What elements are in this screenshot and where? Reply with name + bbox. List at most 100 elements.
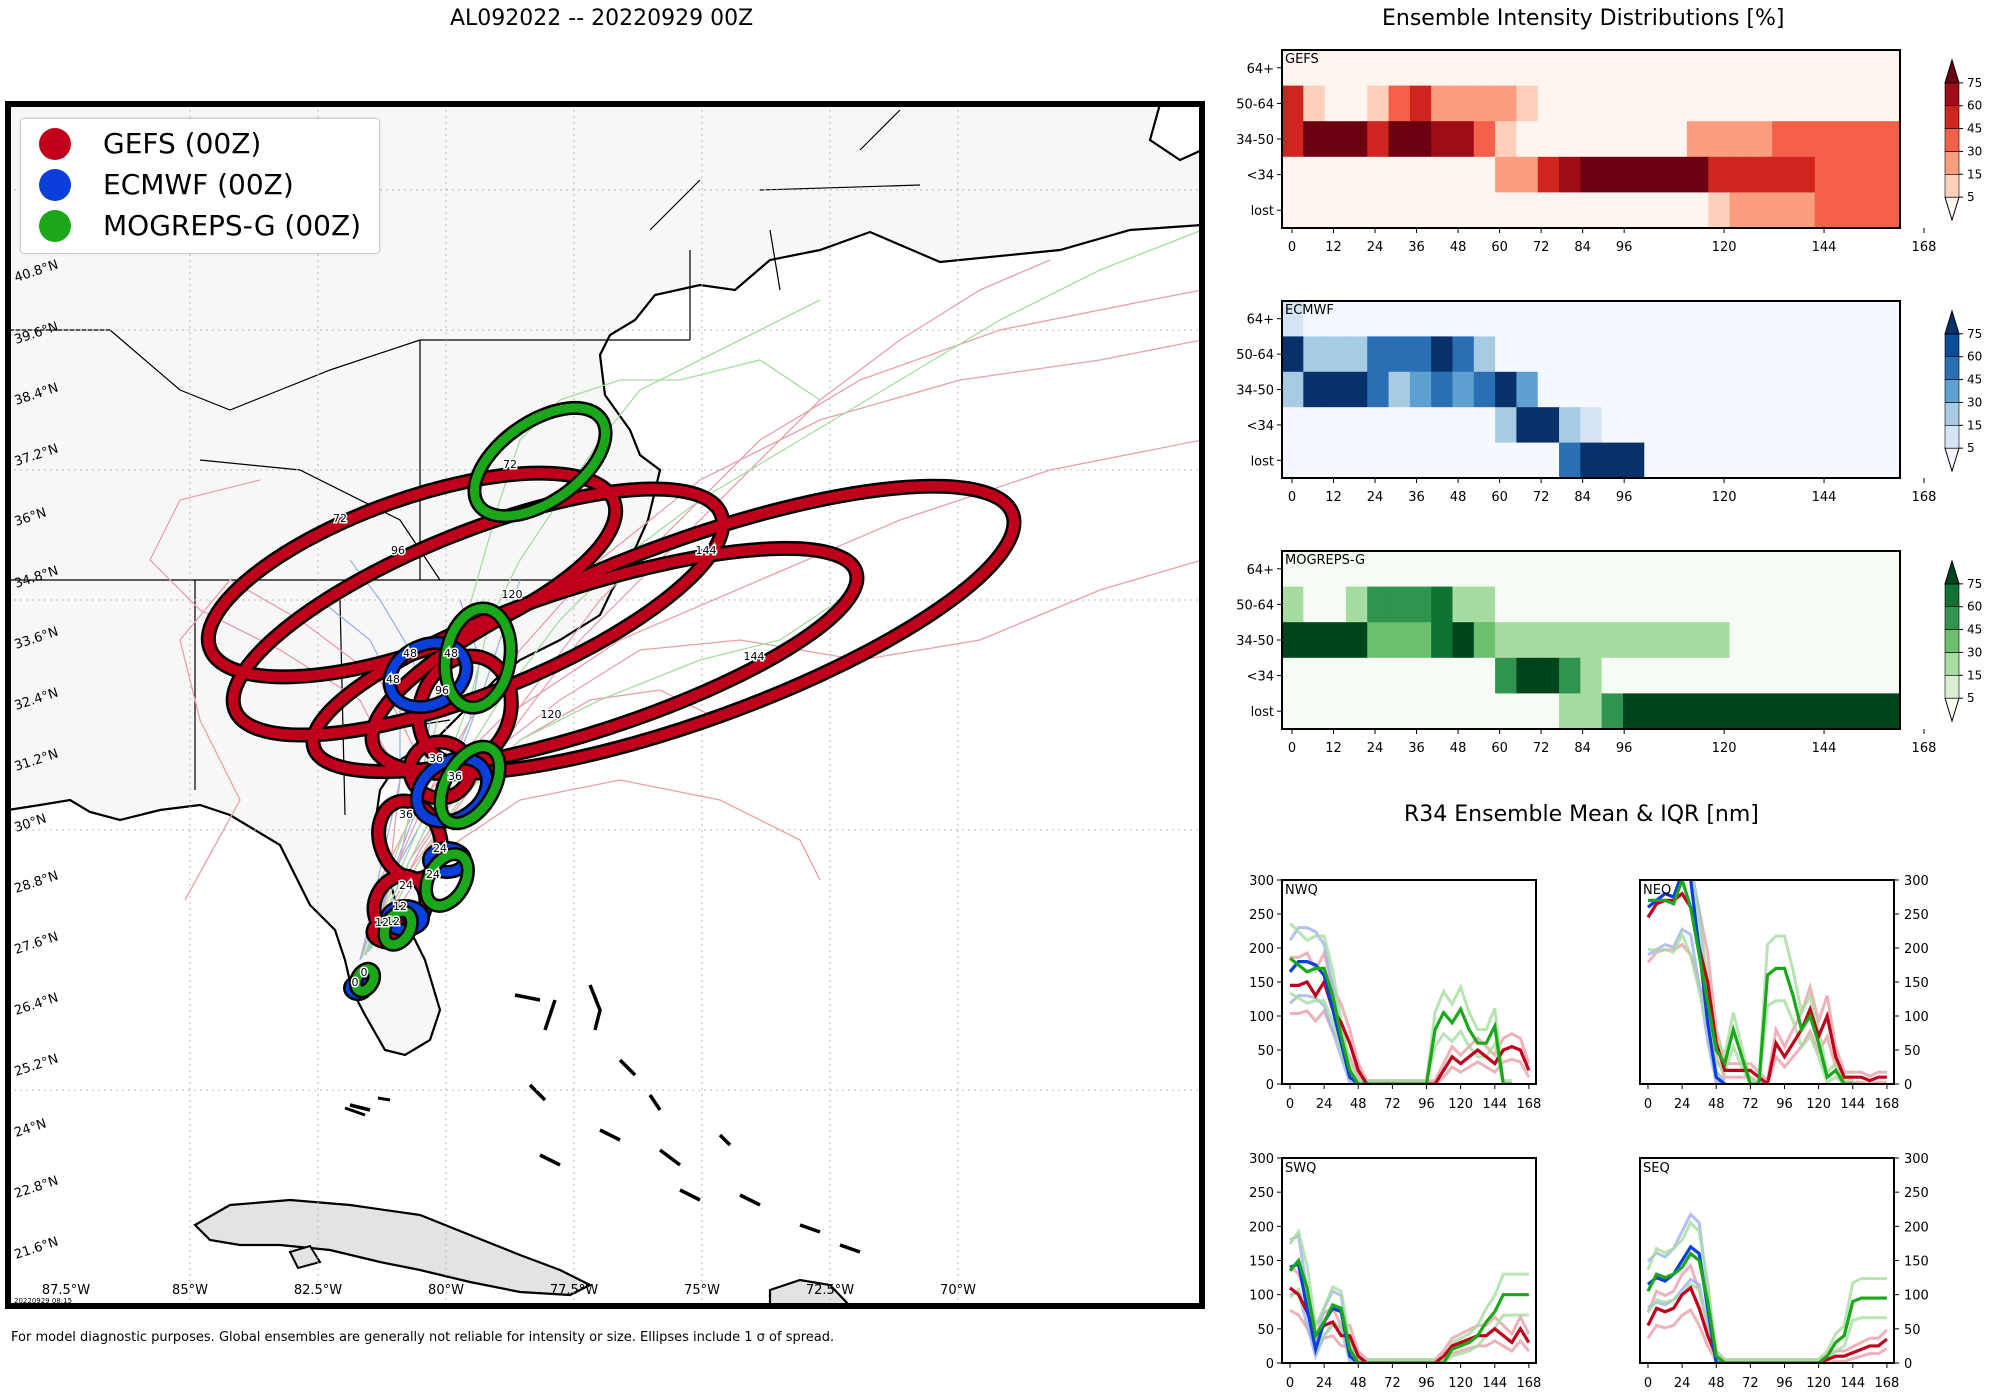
heatmap-cell (1857, 407, 1880, 444)
heatmap-x-label: 84 (1574, 490, 1591, 505)
colorbar-segment (1944, 606, 1960, 630)
heatmap-cell (1708, 156, 1731, 193)
heatmap-cell (1580, 371, 1603, 408)
heatmap-cell (1409, 50, 1432, 87)
heatmap-cell (1303, 301, 1326, 337)
y-tick-label: 300 (1904, 1152, 1929, 1167)
diagnostic-caption: For model diagnostic purposes. Global en… (11, 1330, 835, 1345)
x-tick-label: 48 (1350, 1097, 1367, 1112)
heatmap-cell (1345, 586, 1368, 623)
colorbar-segment (1944, 151, 1960, 175)
heatmap-cell (1878, 121, 1901, 158)
heatmap-cell (1665, 442, 1688, 479)
heatmap-cell (1750, 407, 1773, 444)
track-map: 72 96 120 144 144 120 72 48 48 96 48 36 … (5, 101, 1205, 1309)
heatmap-row-label: 50-64 (1236, 348, 1274, 363)
ellipse-label: 120 (541, 708, 562, 721)
heatmap-x-label: 0 (1288, 240, 1296, 255)
heatmap-cell (1559, 121, 1581, 158)
colorbar-segment (1944, 82, 1960, 107)
series-iqr-lower (1646, 1307, 1888, 1363)
heatmap-cell (1665, 693, 1688, 730)
ecmwf-marker-icon (39, 168, 71, 201)
x-tick-label: 0 (1644, 1376, 1652, 1391)
heatmap-cell (1282, 586, 1304, 623)
heatmap-cell (1729, 693, 1752, 730)
ellipse-label: 36 (429, 752, 443, 765)
heatmap-x-label: 12 (1325, 741, 1342, 756)
heatmap-cell (1282, 407, 1304, 444)
heatmap-cell (1644, 551, 1667, 588)
heatmap-x-label: 120 (1712, 741, 1737, 756)
heatmap-cell (1644, 371, 1667, 408)
y-tick-label: 200 (1249, 1220, 1274, 1235)
x-tick-label: 144 (1840, 1376, 1865, 1391)
heatmap-cell (1857, 121, 1880, 158)
heatmap-cell (1345, 551, 1368, 588)
heatmap-cell (1367, 50, 1390, 87)
heatmap-cell (1601, 121, 1624, 158)
heatmap-row-label: <34 (1247, 169, 1274, 184)
heatmap-cell (1772, 156, 1794, 193)
y-tick-label: 50 (1904, 1323, 1921, 1338)
heatmap-cell (1857, 156, 1880, 193)
heatmap-cell (1622, 121, 1645, 158)
heatmap-x-label: 144 (1812, 490, 1837, 505)
x-tick-label: 72 (1384, 1097, 1401, 1112)
heatmap-x-label: 60 (1491, 490, 1508, 505)
heatmap-x-label: 0 (1288, 490, 1296, 505)
heatmap-cell (1708, 693, 1731, 730)
heatmap-cell (1495, 407, 1517, 444)
x-tick-label: 24 (1316, 1097, 1333, 1112)
heatmap-x-label: 24 (1367, 240, 1384, 255)
heatmap-cell (1750, 371, 1773, 408)
heatmap-cell (1814, 301, 1837, 337)
chart-series-group (1646, 1211, 1888, 1363)
heatmap-cell (1857, 551, 1880, 588)
heatmap-cell (1303, 407, 1326, 444)
heatmap-cell (1750, 693, 1773, 730)
x-tick-label: 144 (1482, 1376, 1507, 1391)
colorbar-segment (1944, 105, 1960, 129)
heatmap-cell (1431, 586, 1453, 623)
heatmap-cell (1708, 85, 1731, 122)
heatmap-cell (1282, 85, 1304, 122)
heatmap-x-label: 72 (1533, 240, 1550, 255)
heatmap-cell (1388, 657, 1411, 694)
lon-label: 82.5°W (294, 1283, 342, 1298)
heatmap-cell (1516, 586, 1539, 623)
heatmap-cell (1665, 336, 1688, 373)
heatmap-row-label: 64+ (1247, 313, 1274, 328)
lon-label: 72.5°W (806, 1283, 854, 1298)
colorbar-segment (1944, 559, 1960, 585)
line-chart-panel-label: NWQ (1285, 883, 1318, 898)
colorbar-label: 75 (1967, 577, 1982, 591)
heatmap-cell (1324, 85, 1347, 122)
legend-item-ecmwf: ECMWF (00Z) (39, 168, 294, 201)
heatmap-cell (1282, 301, 1304, 337)
heatmap-cell (1452, 551, 1475, 588)
heatmap-x-label: 144 (1812, 240, 1837, 255)
heatmap-cell (1708, 192, 1731, 229)
x-tick-label: 120 (1448, 1376, 1473, 1391)
heatmap-cell (1708, 121, 1731, 158)
heatmap-cell (1345, 50, 1368, 87)
y-tick-label: 200 (1904, 942, 1929, 957)
heatmap-cell (1473, 336, 1496, 373)
ellipse-label: 144 (744, 650, 765, 663)
heatmap-cell (1878, 551, 1901, 588)
colorbar-label: 60 (1967, 350, 1982, 364)
heatmap-cell (1750, 622, 1773, 659)
heatmap-cell (1452, 85, 1475, 122)
x-tick-label: 0 (1644, 1097, 1652, 1112)
right-charts: GEFS 64+ 50-64 34-50 <34 lost 0 12 24 36 48 60 72 84 9… (1236, 49, 1982, 1391)
ellipse-label: 24 (399, 879, 413, 892)
heatmap-cell (1516, 156, 1539, 193)
heatmap-cell (1836, 657, 1858, 694)
heatmap-cell (1601, 407, 1624, 444)
heatmap-row-label: 34-50 (1236, 133, 1274, 148)
x-tick-label: 120 (1448, 1097, 1473, 1112)
heatmap-cell (1409, 156, 1432, 193)
heatmap-cell (1836, 693, 1858, 730)
heatmap-cell (1665, 586, 1688, 623)
